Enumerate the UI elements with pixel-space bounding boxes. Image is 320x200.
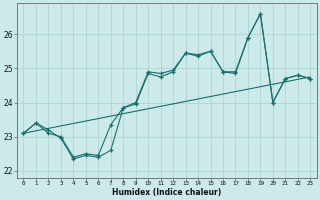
X-axis label: Humidex (Indice chaleur): Humidex (Indice chaleur)	[112, 188, 221, 197]
